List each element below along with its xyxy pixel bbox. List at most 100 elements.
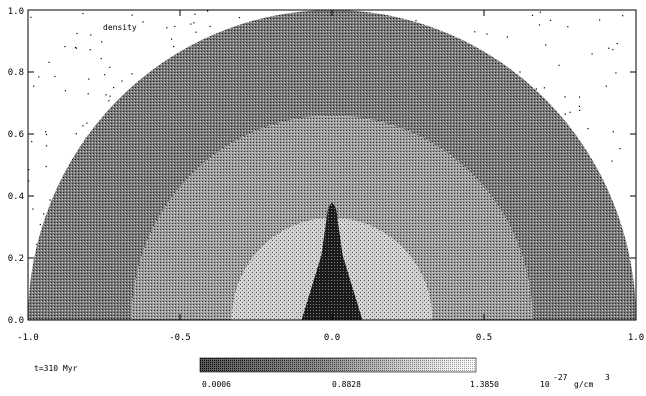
noise-dot [173, 45, 175, 48]
noise-dot [558, 64, 560, 66]
noise-dot [238, 17, 241, 19]
noise-dot [43, 213, 45, 215]
x-tick-label-4: 1.0 [628, 333, 644, 343]
noise-dot [82, 12, 84, 15]
noise-dot [75, 47, 77, 49]
noise-dot [108, 100, 110, 102]
noise-dot [619, 148, 621, 150]
noise-dot [564, 113, 566, 115]
noise-dot [131, 73, 133, 75]
noise-dot [45, 145, 48, 147]
noise-dot [579, 96, 581, 98]
colorbar-frame [199, 357, 477, 373]
background-noise [28, 10, 624, 246]
noise-dot [121, 80, 123, 82]
noise-dot [89, 49, 91, 51]
noise-dot [545, 44, 547, 46]
noise-dot [190, 23, 192, 25]
noise-dot [39, 224, 41, 226]
x-tick-label-0: -1.0 [17, 333, 39, 343]
noise-dot [519, 71, 521, 73]
noise-dot [87, 93, 89, 95]
noise-dot [539, 11, 541, 13]
noise-dot [611, 160, 613, 162]
noise-dot [28, 169, 30, 171]
noise-dot [64, 90, 66, 92]
noise-dot [567, 26, 569, 28]
noise-dot [612, 49, 614, 51]
colorbar-mid-label: 0.8828 [332, 380, 361, 389]
noise-dot [207, 10, 209, 12]
noise-dot [166, 27, 168, 29]
noise-dot [104, 74, 106, 76]
noise-dot [54, 75, 56, 78]
noise-dot [109, 66, 111, 68]
noise-dot [45, 131, 47, 133]
noise-dot [109, 95, 111, 97]
noise-dot [142, 21, 144, 23]
x-tick-label-3: 0.5 [476, 333, 492, 343]
noise-dot [74, 46, 77, 49]
noise-dot [506, 36, 508, 38]
noise-dot [194, 13, 196, 15]
noise-dot [105, 94, 107, 96]
colorbar-unit-base: 10 [540, 380, 550, 389]
y-tick-label-2: 0.4 [8, 192, 24, 202]
y-tick-label-5: 1.0 [8, 7, 24, 17]
axis-ticks [27, 9, 637, 321]
noise-dot [474, 31, 476, 33]
noise-dot [579, 109, 581, 111]
y-tick-label-0: 0.0 [8, 316, 24, 326]
noise-dot [28, 180, 30, 182]
noise-dot [195, 31, 197, 33]
noise-dot [48, 61, 50, 63]
y-tick-label-3: 0.6 [8, 130, 24, 140]
noise-dot [615, 72, 617, 74]
noise-dot [486, 33, 488, 35]
noise-dot [64, 46, 66, 48]
noise-dot [538, 24, 541, 26]
noise-dot [578, 105, 580, 107]
colorbar-unit-exponent: -27 [553, 373, 568, 382]
colorbar [199, 357, 477, 373]
plot-title: density [103, 23, 137, 32]
noise-dot [31, 141, 33, 143]
noise-dot [113, 87, 115, 89]
colorbar-min-label: 0.0006 [202, 380, 231, 389]
noise-dot [76, 32, 78, 35]
noise-dot [569, 111, 571, 113]
x-tick-label-2: 0.0 [324, 333, 340, 343]
noise-dot [45, 133, 48, 136]
y-tick-label-4: 0.8 [8, 68, 24, 78]
noise-dot [622, 15, 624, 17]
noise-dot [38, 76, 40, 78]
noise-dot [616, 43, 618, 45]
noise-dot [612, 131, 614, 133]
noise-dot [32, 208, 34, 210]
noise-dot [599, 19, 601, 21]
noise-dot [415, 20, 417, 22]
noise-dot [209, 25, 211, 28]
noise-dot [131, 14, 133, 16]
jet-core [301, 202, 363, 320]
noise-dot [587, 128, 589, 130]
noise-dot [33, 85, 35, 87]
noise-dot [101, 41, 103, 43]
noise-dot [535, 88, 537, 90]
noise-dot [605, 85, 607, 87]
colorbar-unit-suffix-exponent: 3 [605, 373, 610, 382]
noise-dot [75, 133, 77, 135]
x-tick-label-1: -0.5 [169, 333, 191, 343]
noise-dot [193, 22, 195, 24]
noise-dot [30, 16, 32, 18]
noise-dot [171, 38, 173, 40]
noise-dot [86, 122, 88, 124]
colorbar-unit-suffix: g/cm [574, 380, 593, 389]
noise-dot [608, 47, 610, 49]
noise-dot [564, 96, 566, 98]
noise-dot [49, 199, 51, 201]
colorbar-dither [200, 358, 476, 372]
noise-dot [591, 53, 593, 55]
noise-dot [88, 78, 90, 80]
noise-dot [82, 125, 84, 127]
